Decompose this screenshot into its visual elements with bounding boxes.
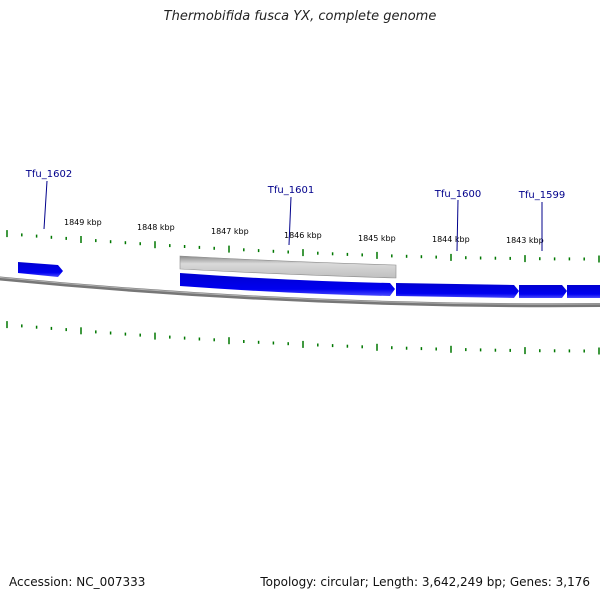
leader-line-tfu-1602	[43, 180, 48, 230]
accession-text: Accession: NC_007333	[9, 575, 146, 589]
scale-label-1844: 1844 kbp	[432, 235, 470, 244]
selected-gene-band[interactable]	[179, 255, 397, 279]
scale-label-1847: 1847 kbp	[211, 227, 249, 236]
gene-tfu-1601-arrow[interactable]	[180, 273, 395, 296]
leader-line-tfu-1601	[288, 196, 292, 246]
genome-backbone-highlight	[0, 276, 600, 305]
scale-label-1849: 1849 kbp	[64, 218, 102, 227]
gene-label-tfu-1601[interactable]: Tfu_1601	[267, 185, 314, 196]
scale-label-1845: 1845 kbp	[358, 234, 396, 243]
genome-summary-text: Topology: circular; Length: 3,642,249 bp…	[260, 575, 590, 589]
inner-tick-row	[6, 321, 600, 355]
gene-tfu-1600-arrow[interactable]	[396, 283, 519, 298]
gene-label-tfu-1599[interactable]: Tfu_1599	[518, 190, 565, 201]
outer-tick-row	[6, 230, 600, 263]
scale-label-1846: 1846 kbp	[284, 231, 322, 240]
gene-tfu-1602-arrow[interactable]	[18, 262, 63, 277]
gene-next-arrow[interactable]	[567, 285, 600, 298]
leader-line-tfu-1600	[456, 199, 459, 252]
genome-backbone	[0, 276, 600, 308]
gene-label-tfu-1602[interactable]: Tfu_1602	[25, 169, 72, 180]
scale-label-1848: 1848 kbp	[137, 223, 175, 232]
gene-tfu-1599-arrow[interactable]	[519, 285, 567, 298]
scale-label-1843: 1843 kbp	[506, 236, 544, 245]
gene-label-tfu-1600[interactable]: Tfu_1600	[434, 189, 481, 200]
map-title: Thermobifida fusca YX, complete genome	[163, 9, 437, 24]
